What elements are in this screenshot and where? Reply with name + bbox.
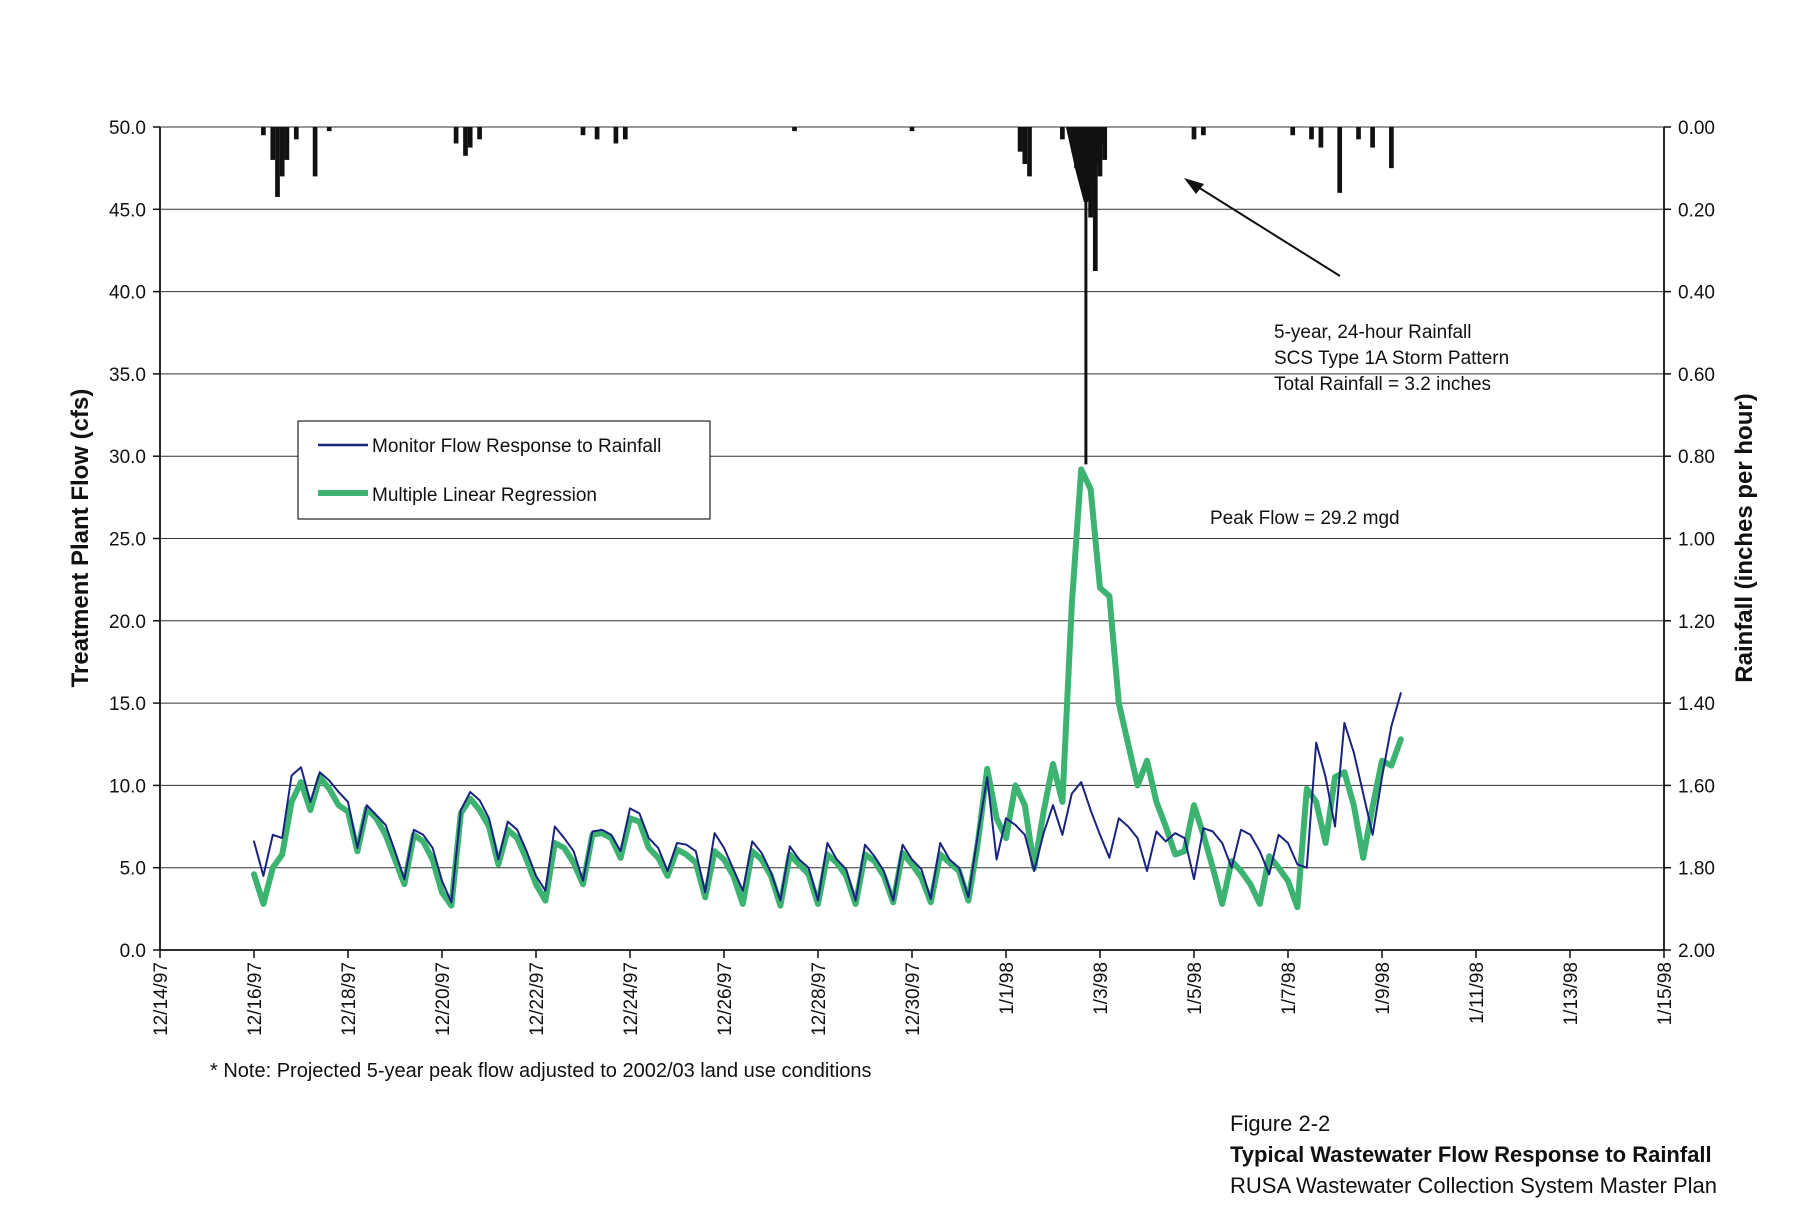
y-left-tick-label: 30.0 bbox=[109, 447, 146, 468]
storm-arrow bbox=[1184, 178, 1341, 277]
footnote: * Note: Projected 5-year peak flow adjus… bbox=[210, 1060, 872, 1082]
y-right-tick-label: 0.60 bbox=[1678, 365, 1715, 386]
series-regression-line bbox=[251, 466, 1404, 911]
legend-label-monitor: Monitor Flow Response to Rainfall bbox=[372, 436, 661, 457]
y-left-tick-label: 35.0 bbox=[109, 365, 146, 386]
x-tick-label: 12/18/97 bbox=[339, 962, 360, 1036]
x-tick-label: 1/7/98 bbox=[1279, 962, 1300, 1015]
rainfall-peak-cluster bbox=[1065, 127, 1106, 202]
x-tick-label: 12/16/97 bbox=[245, 962, 266, 1036]
storm-annotation-line3: Total Rainfall = 3.2 inches bbox=[1274, 374, 1491, 395]
x-tick-label: 1/5/98 bbox=[1185, 962, 1206, 1015]
x-tick-label: 12/26/97 bbox=[715, 962, 736, 1036]
rainfall-bar bbox=[594, 127, 600, 140]
series-monitor-line bbox=[253, 692, 1402, 904]
storm-annotation: 5-year, 24-hour Rainfall SCS Type 1A Sto… bbox=[1274, 322, 1509, 395]
rainfall-bar bbox=[463, 127, 468, 156]
x-tick-label: 1/3/98 bbox=[1091, 962, 1112, 1015]
rainfall-bar bbox=[909, 127, 915, 132]
x-tick-label: 12/20/97 bbox=[433, 962, 454, 1036]
figure-caption: Figure 2-2 Typical Wastewater Flow Respo… bbox=[1230, 1108, 1717, 1201]
y-right-tick-label: 2.00 bbox=[1678, 941, 1715, 962]
figure-title: Typical Wastewater Flow Response to Rain… bbox=[1230, 1142, 1712, 1167]
legend-box bbox=[297, 420, 711, 520]
rainfall-bar bbox=[312, 127, 318, 177]
x-tick-label: 1/13/98 bbox=[1561, 962, 1582, 1025]
y-right-axis-label: Rainfall (inches per hour) bbox=[1731, 393, 1758, 682]
rainfall-bar bbox=[1201, 127, 1206, 136]
y-right-tick-label: 1.60 bbox=[1678, 776, 1715, 797]
rainfall-bar bbox=[1318, 127, 1324, 148]
storm-annotation-line1: 5-year, 24-hour Rainfall bbox=[1274, 322, 1472, 343]
rainfall-bar bbox=[792, 127, 797, 132]
rainfall-bar bbox=[326, 127, 332, 132]
x-tick-label: 12/14/97 bbox=[151, 962, 172, 1036]
legend-label-regression: Multiple Linear Regression bbox=[372, 485, 597, 506]
rainfall-bar bbox=[1060, 127, 1065, 140]
rainfall-bar bbox=[270, 127, 276, 160]
x-tick-label: 12/28/97 bbox=[809, 962, 830, 1036]
rainfall-bar bbox=[284, 127, 290, 160]
tick-labels: 0.0 5.0 10.0 15.0 20.0 25.0 30.0 35.0 40.0 45.0 50… bbox=[109, 118, 1715, 1036]
rainfall-bar bbox=[1022, 127, 1028, 165]
x-tick-label: 1/15/98 bbox=[1655, 962, 1676, 1025]
y-left-tick-label: 45.0 bbox=[109, 200, 146, 221]
y-left-tick-label: 50.0 bbox=[109, 118, 146, 139]
rainfall-bars bbox=[261, 127, 1394, 465]
y-left-tick-label: 0.0 bbox=[120, 941, 146, 962]
rainfall-bar bbox=[1017, 127, 1023, 152]
x-tick-label: 12/22/97 bbox=[527, 962, 548, 1036]
rainfall-bar bbox=[1092, 127, 1098, 272]
x-tick-label: 12/24/97 bbox=[621, 962, 642, 1036]
storm-annotation-line2: SCS Type 1A Storm Pattern bbox=[1274, 348, 1509, 369]
y-right-tick-label: 0.00 bbox=[1678, 118, 1715, 139]
rainfall-bar bbox=[613, 127, 619, 144]
x-tick-label: 1/9/98 bbox=[1373, 962, 1394, 1015]
y-right-tick-label: 1.20 bbox=[1678, 612, 1715, 633]
y-right-tick-label: 0.80 bbox=[1678, 447, 1715, 468]
axes bbox=[153, 126, 1671, 958]
rainfall-bar bbox=[1337, 127, 1343, 193]
y-left-tick-label: 5.0 bbox=[120, 859, 146, 880]
y-right-tick-label: 1.80 bbox=[1678, 859, 1715, 880]
series-lines bbox=[251, 466, 1404, 911]
rainfall-bar bbox=[453, 127, 459, 144]
y-left-tick-label: 15.0 bbox=[109, 694, 146, 715]
rainfall-bar bbox=[1356, 127, 1361, 140]
y-right-tick-label: 1.00 bbox=[1678, 530, 1715, 551]
rainfall-bar bbox=[279, 127, 285, 177]
y-left-axis-label: Treatment Plant Flow (cfs) bbox=[67, 389, 94, 688]
y-right-tick-label: 0.20 bbox=[1678, 200, 1715, 221]
x-tick-label: 1/1/98 bbox=[997, 962, 1018, 1015]
rainfall-bar bbox=[467, 127, 473, 148]
rainfall-bar bbox=[261, 127, 266, 136]
rainfall-bar bbox=[1027, 127, 1032, 177]
rainfall-bar bbox=[1102, 127, 1108, 160]
peak-flow-annotation: Peak Flow = 29.2 mgd bbox=[1210, 508, 1400, 529]
y-right-tick-label: 1.40 bbox=[1678, 694, 1715, 715]
rainfall-bar bbox=[1389, 127, 1394, 169]
y-left-tick-label: 10.0 bbox=[109, 776, 146, 797]
rainfall-bar bbox=[477, 127, 482, 140]
x-tick-label: 12/30/97 bbox=[903, 962, 924, 1036]
x-tick-label: 1/11/98 bbox=[1467, 962, 1488, 1024]
rainfall-bar bbox=[1370, 127, 1375, 148]
rainfall-bar bbox=[1191, 127, 1197, 140]
rainfall-bar bbox=[293, 127, 299, 140]
rainfall-bar bbox=[1290, 127, 1296, 136]
rainfall-bar bbox=[580, 127, 586, 136]
y-left-tick-label: 25.0 bbox=[109, 530, 146, 551]
rainfall-bar bbox=[1309, 127, 1314, 140]
figure-subtitle: RUSA Wastewater Collection System Master… bbox=[1230, 1173, 1718, 1198]
legend: Monitor Flow Response to Rainfall Multip… bbox=[297, 420, 711, 520]
y-right-tick-label: 0.40 bbox=[1678, 283, 1715, 304]
y-left-tick-label: 20.0 bbox=[109, 612, 146, 633]
y-left-tick-label: 40.0 bbox=[109, 283, 146, 304]
figure-number: Figure 2-2 bbox=[1230, 1111, 1331, 1136]
rainfall-bar bbox=[622, 127, 628, 140]
rainfall-bar bbox=[275, 127, 280, 197]
